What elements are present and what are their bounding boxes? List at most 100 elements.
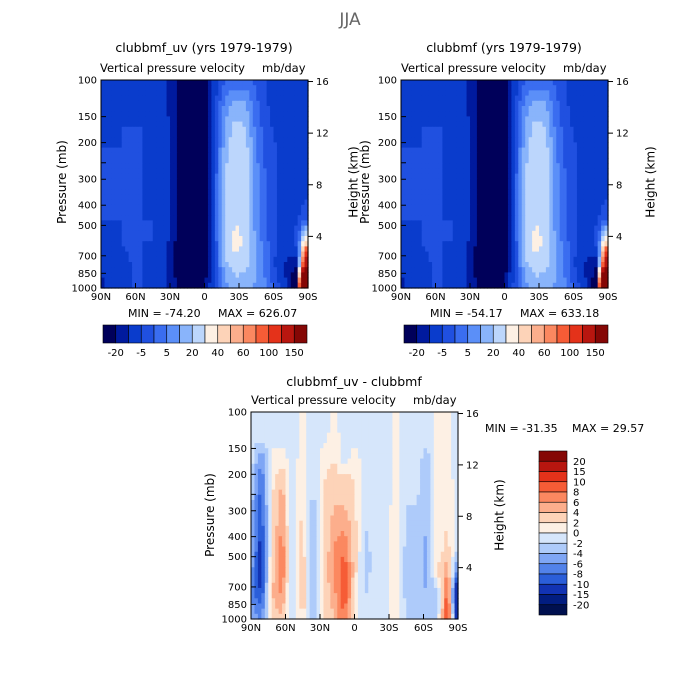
heatmap-cell — [183, 262, 188, 268]
heatmap-cell — [201, 256, 206, 263]
heatmap-cell — [504, 241, 509, 247]
heatmap-cell — [299, 412, 304, 418]
heatmap-cell — [511, 267, 516, 273]
heatmap-cell — [173, 220, 178, 227]
heatmap-cell — [276, 225, 281, 232]
colorbar-label: 100 — [560, 348, 579, 359]
heatmap-cell — [294, 95, 299, 102]
heatmap-cell — [221, 121, 226, 128]
heatmap-cell — [280, 126, 285, 133]
heatmap-cell — [263, 251, 268, 258]
heatmap-cell — [539, 168, 544, 175]
heatmap-cell — [301, 142, 306, 149]
heatmap-cell — [590, 163, 595, 169]
heatmap-cell — [559, 95, 564, 102]
heatmap-cell — [294, 272, 299, 279]
heatmap-cell — [114, 111, 119, 117]
heatmap-cell — [604, 262, 609, 268]
heatmap-cell — [456, 95, 461, 102]
heatmap-cell — [173, 272, 178, 279]
heatmap-cell — [280, 262, 285, 268]
heatmap-cell — [232, 251, 237, 258]
heatmap-cell — [297, 111, 302, 117]
heatmap-cell — [294, 158, 299, 164]
heatmap-cell — [490, 132, 495, 138]
heatmap-cell — [101, 251, 106, 258]
heatmap-cell — [407, 230, 412, 237]
heatmap-cell — [128, 225, 133, 232]
heatmap-cell — [290, 173, 295, 180]
heatmap-cell — [535, 251, 540, 258]
heatmap-cell — [414, 126, 419, 133]
heatmap-cell — [566, 251, 571, 258]
heatmap-cell — [287, 90, 292, 97]
heatmap-cell — [445, 100, 450, 107]
heatmap-cell — [535, 220, 540, 227]
heatmap-cell — [294, 199, 299, 206]
heatmap-cell — [449, 158, 454, 164]
heatmap-cell — [207, 121, 212, 128]
heatmap-cell — [121, 168, 126, 175]
heatmap-cell — [183, 158, 188, 164]
heatmap-cell — [414, 116, 419, 123]
heatmap-cell — [239, 116, 244, 123]
heatmap-cell — [239, 282, 244, 289]
heatmap-cell — [287, 116, 292, 123]
heatmap-cell — [111, 277, 116, 284]
heatmap-cell — [604, 282, 609, 289]
heatmap-cell — [304, 147, 309, 154]
heatmap-cell — [604, 137, 609, 143]
heatmap-cell — [232, 230, 237, 237]
heatmap-cell — [197, 142, 202, 149]
heatmap-cell — [414, 111, 419, 117]
heatmap-cell — [476, 230, 481, 237]
heatmap-cell — [597, 267, 602, 273]
heatmap-cell — [204, 147, 209, 154]
heatmap-cell — [121, 100, 126, 107]
heatmap-cell — [425, 277, 430, 284]
heatmap-cell — [121, 210, 126, 216]
heatmap-cell — [518, 126, 523, 133]
heatmap-cell — [149, 178, 154, 185]
heatmap-cell — [407, 199, 412, 206]
heatmap-cell — [414, 282, 419, 289]
heatmap-cell — [187, 241, 192, 247]
heatmap-cell — [280, 199, 285, 206]
heatmap-cell — [218, 106, 223, 112]
heatmap-cell — [259, 230, 264, 237]
heatmap-cell — [601, 225, 606, 232]
heatmap-cell — [211, 199, 216, 206]
colorbar-swatch — [230, 324, 244, 344]
heatmap-cell — [449, 236, 454, 242]
heatmap-cell — [259, 173, 264, 180]
heatmap-cell — [304, 262, 309, 268]
heatmap-cell — [587, 152, 592, 159]
heatmap-cell — [197, 241, 202, 247]
heatmap-cell — [187, 137, 192, 143]
heatmap-cell — [521, 152, 526, 159]
heatmap-cell — [187, 189, 192, 195]
heatmap-cell — [283, 210, 288, 216]
colorbar-swatch — [569, 324, 583, 344]
heatmap-cell — [256, 184, 261, 190]
heatmap-cell — [445, 85, 450, 91]
heatmap-cell — [507, 126, 512, 133]
heatmap-cell — [280, 230, 285, 237]
heatmap-cell — [149, 256, 154, 263]
heatmap-cell — [470, 246, 475, 253]
heatmap-cell — [249, 137, 254, 143]
heatmap-cell — [483, 194, 488, 201]
heatmap-cell — [107, 90, 112, 97]
heatmap-cell — [573, 90, 578, 97]
heatmap-cell — [132, 236, 137, 242]
heatmap-cell — [214, 90, 219, 97]
heatmap-cell — [504, 158, 509, 164]
heatmap-cell — [501, 111, 506, 117]
heatmap-cell — [107, 137, 112, 143]
heatmap-cell — [111, 106, 116, 112]
heatmap-cell — [101, 262, 106, 268]
heatmap-cell — [459, 241, 464, 247]
heatmap-cell — [411, 121, 416, 128]
heatmap-cell — [245, 220, 250, 227]
heatmap-cell — [525, 100, 530, 107]
